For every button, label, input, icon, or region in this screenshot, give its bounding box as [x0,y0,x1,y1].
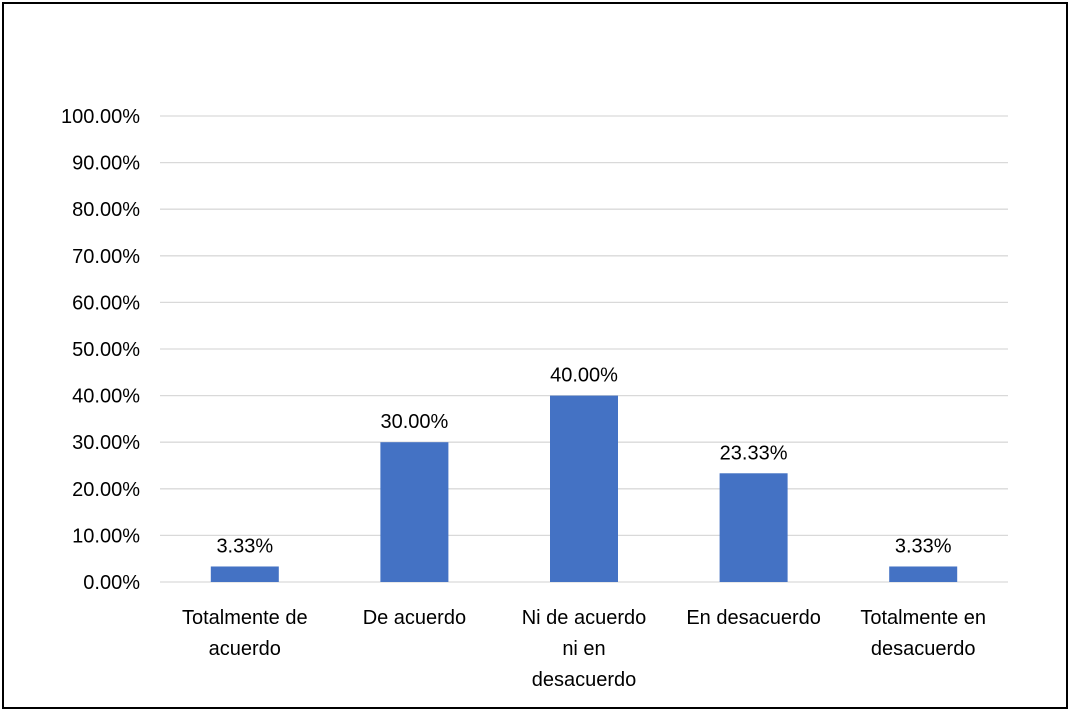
y-tick-label: 30.00% [72,432,140,454]
x-category-label: Totalmente en desacuerdo [860,607,986,660]
y-tick-label: 60.00% [72,292,140,314]
x-category-label-line: Totalmente de [182,607,308,629]
y-tick-label: 10.00% [72,525,140,547]
x-category-label-line: En desacuerdo [686,607,821,629]
y-tick-label: 80.00% [72,199,140,221]
bar [550,395,618,582]
bar-data-label: 3.33% [895,535,952,557]
y-tick-label: 40.00% [72,386,140,408]
y-tick-label: 20.00% [72,479,140,501]
bar [210,566,279,582]
x-category-label-line: De acuerdo [363,607,466,629]
bar-data-label: 23.33% [720,442,788,464]
bar [719,473,788,582]
y-tick-label: 50.00% [72,339,140,361]
x-category-label-line: Ni de acuerdo [522,607,647,629]
x-category-label: En desacuerdo [686,607,821,629]
data-labels: 3.33% 30.00% 40.00% 23.33% 3.33% [216,365,951,558]
y-tick-label: 100.00% [61,106,140,128]
x-category-label: Totalmente de acuerdo [182,607,308,660]
bar [380,442,449,582]
x-category-label: De acuerdo [363,607,466,629]
y-tick-label: 0.00% [83,572,140,594]
x-category-label-line: ni en [562,638,605,660]
x-category-label-line: acuerdo [209,638,281,660]
x-category-label-line: desacuerdo [871,638,976,660]
bar-data-label: 3.33% [216,535,273,557]
x-category-label: Ni de acuerdo ni en desacuerdo [522,607,647,691]
bar [889,566,958,582]
bar-data-label: 30.00% [380,411,448,433]
x-category-label-line: Totalmente en [860,607,986,629]
bar-chart: 0.00% 10.00% 20.00% 30.00% 40.00% 50.00% 60.00… [61,106,1008,691]
x-category-label-line: desacuerdo [532,669,637,691]
bars [210,395,958,582]
y-axis-tick-labels: 0.00% 10.00% 20.00% 30.00% 40.00% 50.00% 60.00… [61,106,140,594]
y-tick-label: 70.00% [72,246,140,268]
y-tick-label: 90.00% [72,153,140,175]
category-labels: Totalmente de acuerdo De acuerdo Ni de acue… [182,607,986,691]
bar-data-label: 40.00% [550,365,618,387]
